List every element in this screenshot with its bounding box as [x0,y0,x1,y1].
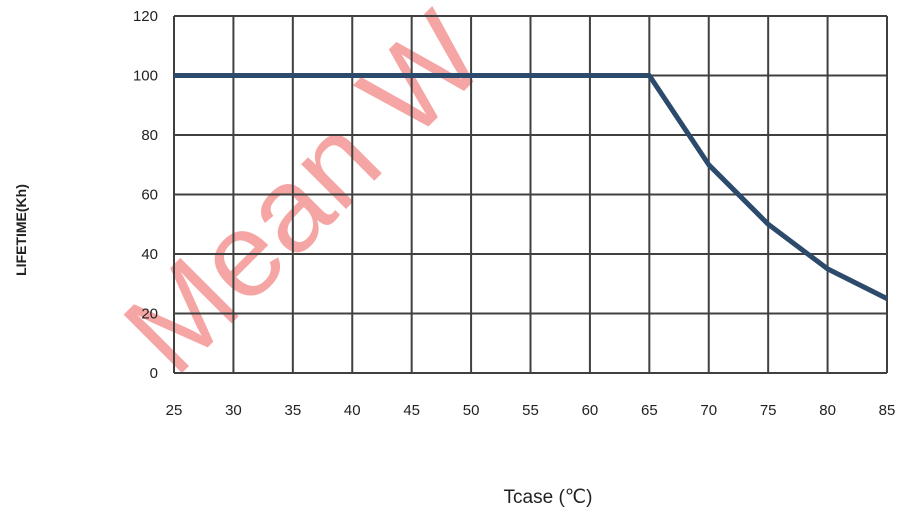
y-tick-label: 0 [150,365,158,382]
x-tick-label: 80 [819,402,836,419]
x-tick-label: 55 [522,402,539,419]
y-tick-labels: 0 20 40 60 80 100 120 [133,8,158,382]
y-tick-label: 120 [133,8,158,25]
x-tick-labels: 25 30 35 40 45 50 55 60 65 70 75 80 85 [166,402,896,419]
y-tick-label: 60 [141,187,158,204]
x-tick-label: 60 [582,402,599,419]
x-tick-label: 30 [225,402,242,419]
x-tick-label: 75 [760,402,777,419]
y-tick-label: 40 [141,246,158,263]
y-axis-label: LIFETIME(Kh) [13,184,29,276]
chart-grid [173,15,888,374]
chart-series [174,73,889,301]
x-tick-label: 85 [879,402,896,419]
x-tick-label: 25 [166,402,183,419]
x-tick-label: 40 [344,402,361,419]
x-tick-label: 35 [284,402,301,419]
x-tick-label: 65 [641,402,658,419]
x-tick-label: 45 [403,402,420,419]
y-tick-label: 20 [141,306,158,323]
series-line [174,73,889,301]
y-tick-label: 80 [141,127,158,144]
x-axis-label: Tcase (℃) [504,487,593,508]
x-tick-label: 70 [700,402,717,419]
y-tick-label: 100 [133,68,158,85]
x-tick-label: 50 [463,402,480,419]
watermark-text: Mean W [99,0,510,398]
